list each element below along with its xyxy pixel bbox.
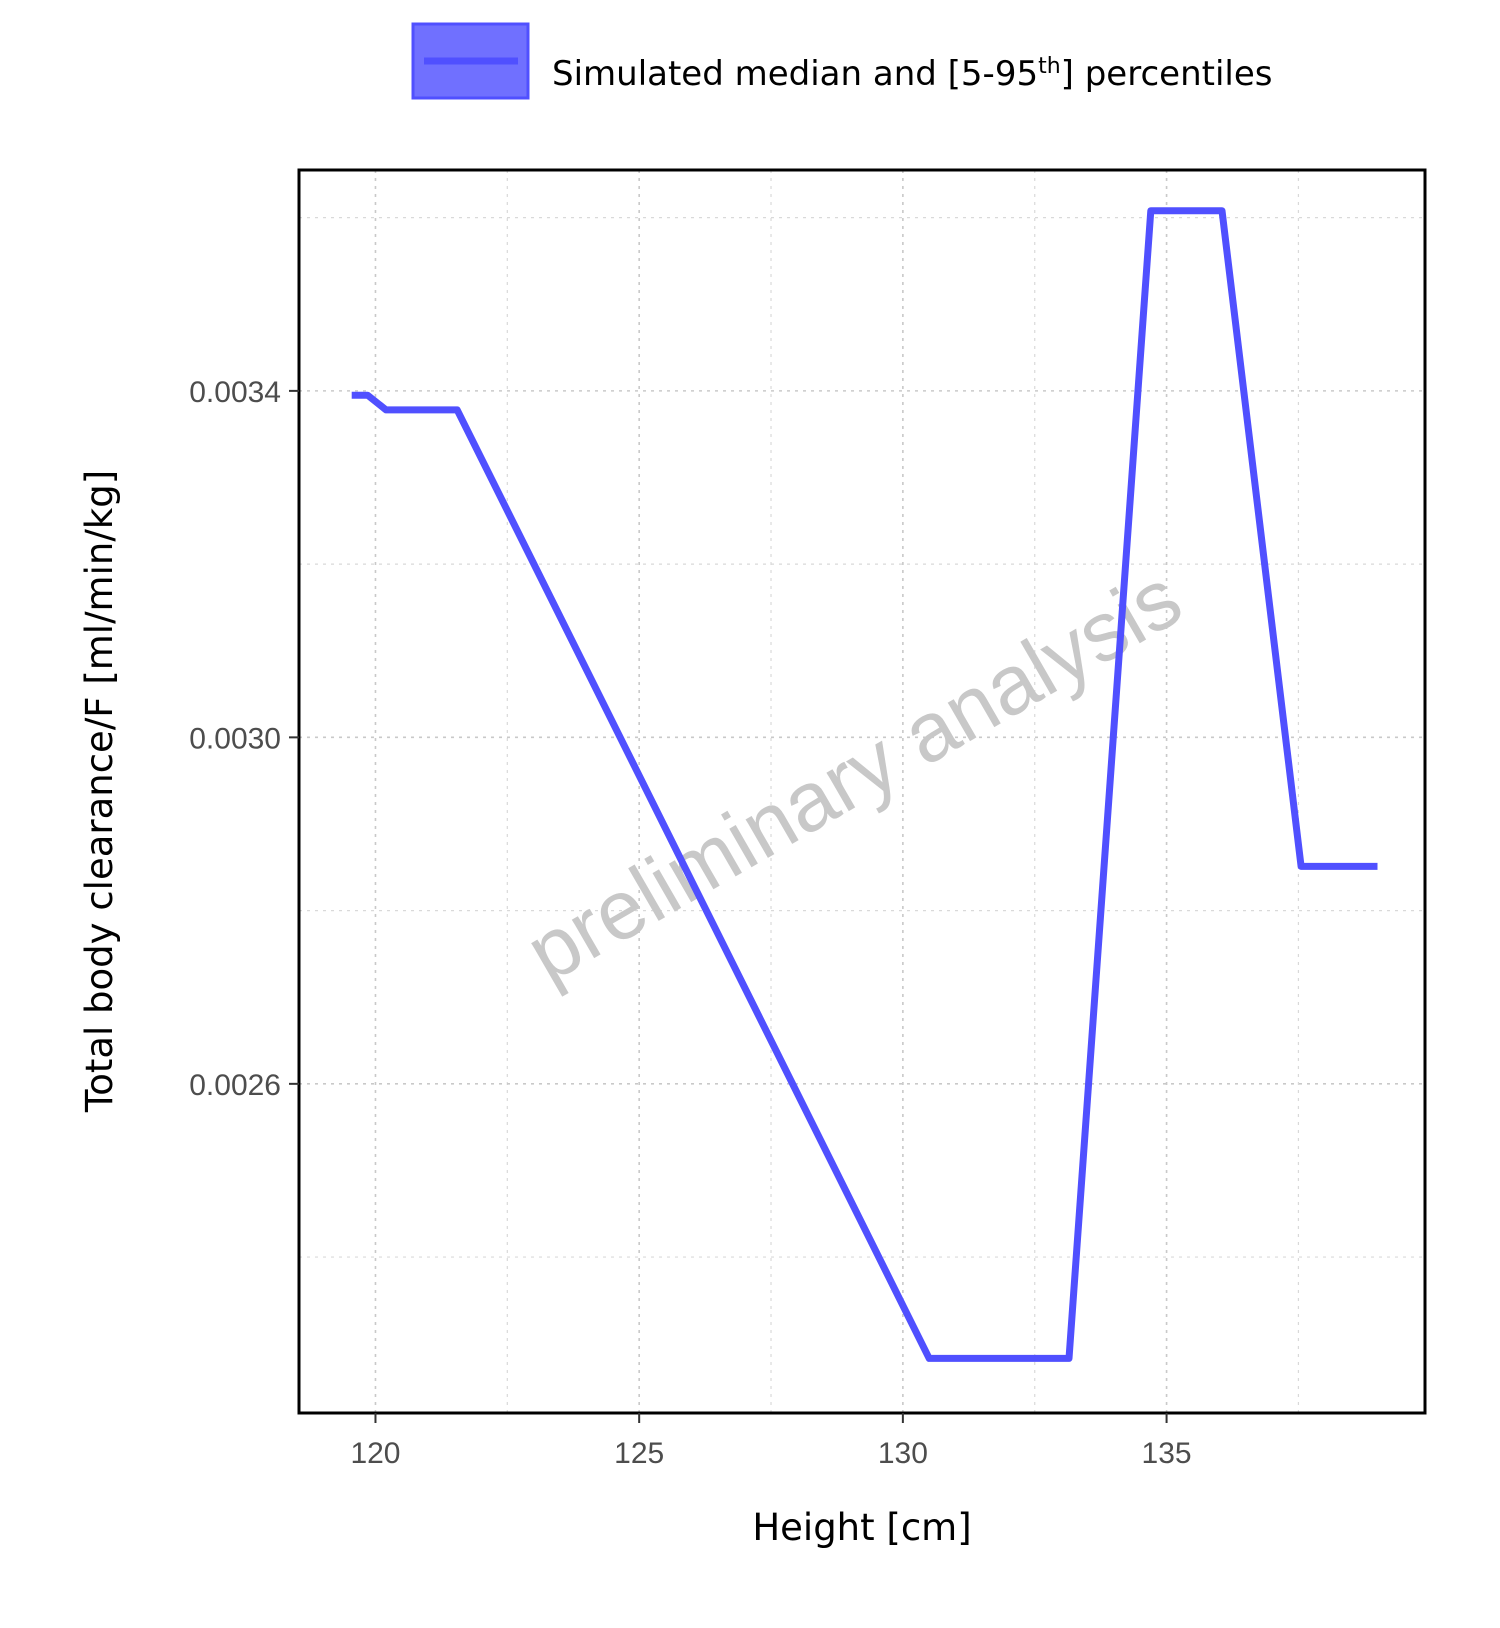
y-tick-label: 0.0034 (189, 376, 281, 409)
watermark-text: preliminary analysis (511, 550, 1197, 1000)
gridlines (299, 170, 1425, 1413)
x-tick-label: 120 (350, 1437, 400, 1470)
x-tick-label: 135 (1142, 1437, 1192, 1470)
series-layer (351, 207, 1378, 1362)
x-axis-title: Height [cm] (752, 1506, 971, 1549)
legend-label: Simulated median and [5-95th] percentile… (552, 54, 1272, 94)
legend-label-main: Simulated median and [5-95 (552, 54, 1038, 94)
median-line (351, 207, 1378, 1362)
legend-label-superscript: th (1038, 54, 1061, 79)
x-axis: 120 125 130 135 (350, 1413, 1192, 1470)
y-tick-label: 0.0030 (189, 722, 281, 755)
y-axis-title: Total body clearance/F [ml/min/kg] (78, 470, 121, 1113)
y-axis: 0.0026 0.0030 0.0034 (189, 376, 299, 1102)
x-tick-label: 125 (614, 1437, 664, 1470)
plot-panel-border (297, 168, 1427, 1415)
legend: Simulated median and [5-95th] percentile… (411, 22, 1272, 100)
y-tick-label: 0.0026 (189, 1069, 281, 1102)
legend-label-end: ] percentiles (1061, 54, 1273, 94)
x-tick-label: 130 (878, 1437, 928, 1470)
